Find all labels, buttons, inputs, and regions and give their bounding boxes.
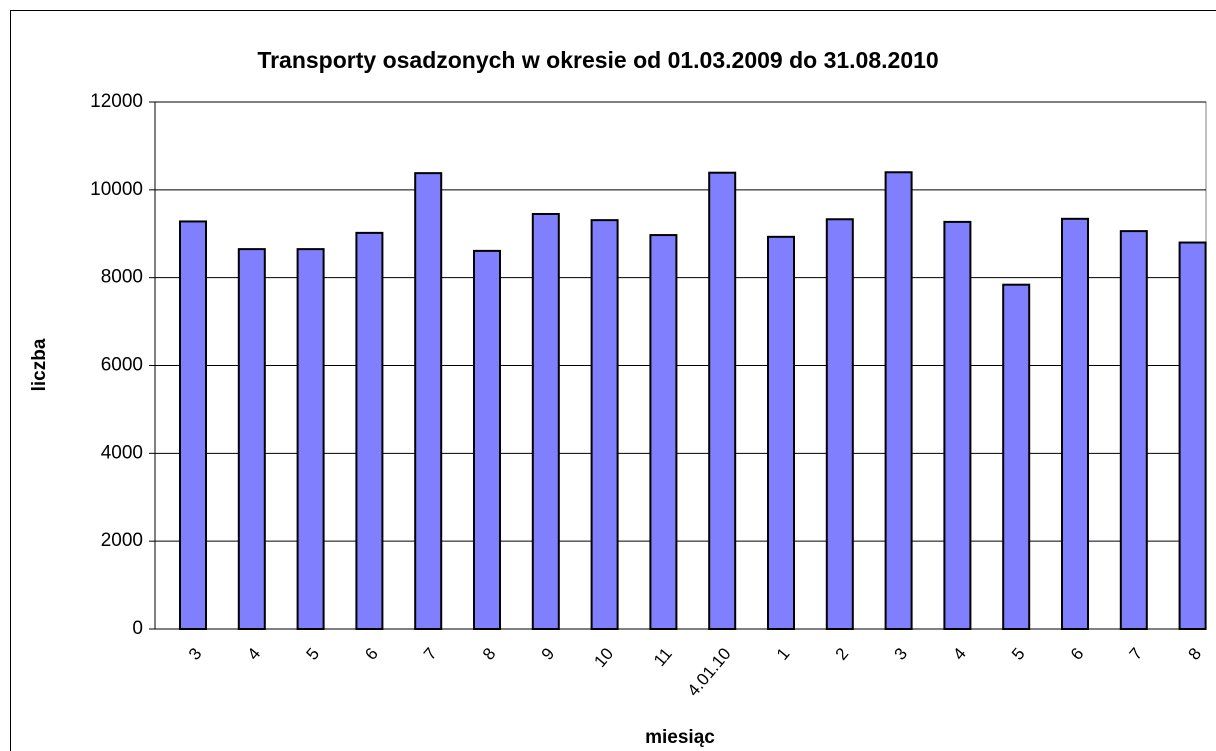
- chart-border: [10, 10, 1216, 751]
- x-tick-label: 1: [773, 644, 794, 663]
- x-axis-title: miesiąc: [645, 727, 715, 748]
- chart-title: Transporty osadzonych w okresie od 01.03…: [257, 47, 938, 73]
- x-tick-label: 8: [479, 644, 500, 663]
- bar: [1119, 230, 1148, 631]
- bar: [884, 171, 913, 630]
- bar: [179, 220, 207, 630]
- bar: [296, 248, 325, 631]
- y-tick-label: 2000: [101, 530, 143, 551]
- x-tick-label: 5: [302, 644, 323, 663]
- bar: [355, 231, 384, 630]
- x-tick-label: 3: [185, 644, 206, 663]
- y-tick-label: 8000: [101, 267, 143, 288]
- bar: [943, 220, 972, 631]
- x-tick-label: 9: [538, 644, 559, 663]
- x-tick-label: 7: [1126, 644, 1147, 663]
- bar: [767, 235, 795, 631]
- x-tick-label: 11: [650, 644, 676, 670]
- x-tick-label: 10: [590, 644, 617, 671]
- bar: [590, 219, 619, 630]
- x-tick-label: 4: [244, 644, 265, 663]
- y-tick-label: 6000: [101, 355, 143, 376]
- x-tick-label: 6: [361, 644, 382, 663]
- x-tick-label: 4.01.10: [684, 644, 735, 700]
- bar: [473, 249, 501, 630]
- bar: [237, 248, 266, 631]
- bar: [825, 218, 854, 630]
- x-tick-label: 8: [1184, 644, 1205, 663]
- y-tick-label: 12000: [90, 91, 143, 112]
- bar: [531, 212, 560, 631]
- x-tick-label: 7: [420, 644, 441, 663]
- bar: [1061, 217, 1089, 630]
- x-tick-label: 6: [1067, 644, 1088, 663]
- x-tick-label: 5: [1008, 644, 1029, 663]
- y-tick-label: 0: [132, 618, 143, 639]
- bar: [414, 172, 443, 631]
- x-tick-label: 4: [949, 644, 970, 663]
- y-tick-label: 4000: [101, 442, 143, 463]
- y-axis-title: liczba: [29, 338, 50, 391]
- bar: [708, 171, 737, 630]
- y-tick-label: 10000: [90, 179, 143, 200]
- x-tick-label: 2: [832, 644, 853, 663]
- bar: [649, 234, 678, 630]
- x-tick-label: 3: [890, 644, 911, 663]
- bar: [1002, 283, 1031, 630]
- bar: [1178, 241, 1207, 631]
